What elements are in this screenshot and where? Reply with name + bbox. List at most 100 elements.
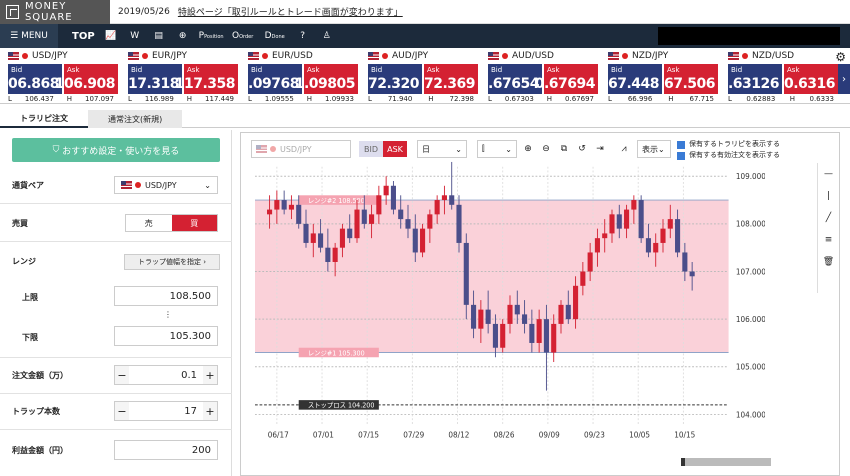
bid-price-button[interactable]: Bid 1.09768 <box>239 64 302 94</box>
chart-pair-select[interactable]: USD/JPY <box>251 140 351 158</box>
candle-body <box>267 209 273 215</box>
scroll-right-icon[interactable]: › <box>838 64 850 94</box>
plus-circle-icon[interactable]: ⊕ <box>178 31 187 41</box>
buy-button[interactable]: 買 <box>171 215 217 231</box>
zoom-out-icon[interactable]: ⊖ <box>542 144 550 154</box>
flag-icon <box>382 53 388 59</box>
candle-body <box>471 304 477 329</box>
trap-count-value[interactable]: 17 <box>184 405 197 417</box>
chart-scrollbar[interactable] <box>681 458 771 466</box>
rate-pair: NZD/JPY <box>632 51 669 61</box>
brand-logo[interactable]: MONEY SQUARE <box>0 0 110 24</box>
bid-price-button[interactable]: Bid 106.868 <box>0 64 62 94</box>
user-icon[interactable]: ♙ <box>322 31 331 41</box>
ask-price: 67.506 <box>663 76 716 92</box>
order-icon[interactable]: OOrder <box>232 31 254 41</box>
minus-icon[interactable]: − <box>115 402 129 420</box>
trend-line-icon[interactable]: ╱ <box>825 213 832 223</box>
reset-icon[interactable]: ↺ <box>578 144 586 154</box>
chart-scrollbar-thumb[interactable] <box>681 458 685 466</box>
ask-price-button[interactable]: Ask 1.09805 <box>295 64 358 94</box>
x-tick-label: 06/17 <box>268 430 289 439</box>
menu-button[interactable]: ☰ MENU <box>0 24 58 48</box>
gear-icon[interactable]: ⚙ <box>835 50 846 64</box>
chart-type-select[interactable]: ⫿ ⌄ <box>477 140 517 158</box>
horizontal-line-icon[interactable]: — <box>824 169 833 179</box>
ask-price-button[interactable]: Ask 106.908 <box>55 64 118 94</box>
bid-price-button[interactable]: Bid 67.448 <box>608 64 662 94</box>
upper-input[interactable]: 108.500 <box>114 286 218 306</box>
candle-body <box>376 195 382 215</box>
document-icon[interactable]: ▤ <box>154 31 163 41</box>
fibonacci-icon[interactable]: ≡ <box>824 235 833 245</box>
rate-card[interactable]: EUR/JPY Bid 117.318 Ask 117.358 L 116.989 H 1… <box>119 48 238 104</box>
candle-body <box>325 247 331 262</box>
high-value: 0.67697 <box>565 95 594 103</box>
side-label: 売買 <box>12 219 28 228</box>
bid-label: Bid <box>11 66 23 74</box>
display-select[interactable]: 表示 ⌄ <box>637 140 671 158</box>
position-icon[interactable]: PPosition <box>198 31 224 41</box>
notice-link[interactable]: 特設ページ「取引ルールとトレード画面が変わります」 <box>177 8 403 18</box>
bid-price-button[interactable]: Bid 0.67654 <box>479 64 542 94</box>
timeframe-select[interactable]: 日 ⌄ <box>417 140 467 158</box>
plus-icon[interactable]: + <box>203 366 217 384</box>
ask-toggle[interactable]: ASK <box>383 141 407 157</box>
low-value: 106.437 <box>24 95 54 103</box>
check-show-orders[interactable]: 保有する有効注文を表示する <box>677 150 780 161</box>
minus-icon[interactable]: − <box>115 366 129 384</box>
recommended-settings-button[interactable]: ⛉ おすすめ設定・使い方を見る <box>12 138 220 162</box>
rate-card[interactable]: AUD/JPY Bid 72.320 Ask 72.369 L 71.940 H 72.3… <box>360 48 478 104</box>
bid-price-button[interactable]: Bid 117.318 <box>119 64 182 94</box>
low-value: 1.09555 <box>264 95 294 103</box>
help-icon[interactable]: ? <box>300 31 306 41</box>
rate-pair: EUR/JPY <box>152 51 187 61</box>
rate-card[interactable]: NZD/JPY Bid 67.448 Ask 67.506 L 66.996 H 67.7… <box>600 48 718 104</box>
candle-body <box>609 214 615 234</box>
tab-normal-order[interactable]: 通常注文(新規) <box>88 110 183 128</box>
jump-end-icon[interactable]: ⇥ <box>596 144 604 154</box>
trap-width-button[interactable]: トラップ値幅を指定 › <box>124 254 220 270</box>
amount-value[interactable]: 0.1 <box>181 369 197 381</box>
candle-body <box>543 319 549 353</box>
lower-input[interactable]: 105.300 <box>114 326 218 346</box>
pair-select[interactable]: USD/JPY ⌄ <box>114 176 218 194</box>
nav-top-link[interactable]: TOP <box>72 30 95 42</box>
flag-icon <box>488 52 499 60</box>
sell-button[interactable]: 売 <box>144 218 153 228</box>
rate-card[interactable]: USD/JPY Bid 106.868 Ask 106.908 L 106.437 H 1… <box>0 48 118 104</box>
done-icon[interactable]: DDone <box>264 31 285 41</box>
ask-price-button[interactable]: Ask 117.358 <box>175 64 238 94</box>
ask-price-button[interactable]: Ask 67.506 <box>664 64 718 94</box>
flag-icon <box>728 52 739 60</box>
price-chart[interactable]: 109.000 108.000 107.000 106.000 105.000 104.0… <box>255 161 765 443</box>
high-label: H <box>789 95 796 103</box>
ask-price: 0.67694 <box>534 76 596 92</box>
rate-card[interactable]: EUR/USD Bid 1.09768 Ask 1.09805 L 1.09555 H 1… <box>239 48 358 104</box>
flag-icon <box>248 52 259 60</box>
candle-body <box>332 247 338 262</box>
x-tick-label: 08/12 <box>448 430 469 439</box>
pair-select-value: USD/JPY <box>145 180 177 190</box>
chart-line-icon[interactable]: 📈 <box>105 31 117 41</box>
rate-card[interactable]: AUD/USD Bid 0.67654 Ask 0.67694 L 0.67303 H 0… <box>479 48 598 104</box>
ask-price-button[interactable]: Ask 0.6316 <box>784 64 838 94</box>
bid-toggle[interactable]: BID <box>359 141 383 157</box>
plus-icon[interactable]: + <box>203 402 217 420</box>
candle-body <box>310 233 316 243</box>
bid-price-button[interactable]: Bid 0.63126 <box>719 64 782 94</box>
profit-input[interactable]: 200 <box>114 440 218 460</box>
check-show-traps[interactable]: 保有するトラリピを表示する <box>677 139 780 150</box>
zoom-in-icon[interactable]: ⊕ <box>524 144 532 154</box>
rate-card[interactable]: NZD/USD Bid 0.63126 Ask 0.6316 L 0.62883 H 0.… <box>719 48 838 104</box>
chart-w-icon[interactable]: W <box>130 31 140 41</box>
ask-price-button[interactable]: Ask 0.67694 <box>535 64 598 94</box>
indicator-icon[interactable]: ⩘ <box>621 144 627 154</box>
tab-trap-repeat[interactable]: トラリピ注文 <box>0 110 88 128</box>
trash-icon[interactable]: 🗑 <box>822 257 835 267</box>
vertical-line-icon[interactable]: | <box>826 191 831 201</box>
bid-price-button[interactable]: Bid 72.320 <box>368 64 422 94</box>
ask-price-button[interactable]: Ask 72.369 <box>424 64 478 94</box>
chevron-right-icon: › <box>203 258 207 266</box>
zoom-box-icon[interactable]: ⧉ <box>560 144 568 154</box>
